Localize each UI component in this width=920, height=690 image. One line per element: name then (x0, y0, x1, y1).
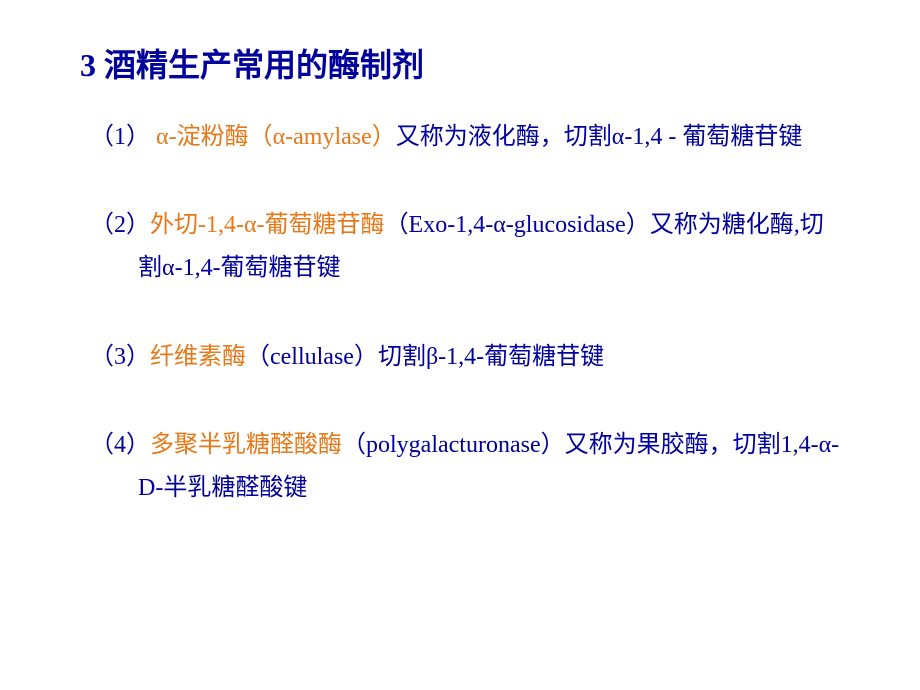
item-highlight: 纤维素酶 (150, 344, 246, 370)
list-item: （4）多聚半乳糖醛酸酶（polygalacturonase）又称为果胶酶，切割1… (90, 424, 840, 510)
item-highlight: 多聚半乳糖醛酸酶 (150, 432, 342, 458)
item-prefix: （4） (90, 432, 150, 458)
list-item: （1） α-淀粉酶（α-amylase）又称为液化酶，切割α-1,4 - 葡萄糖… (90, 116, 840, 159)
item-suffix: 又称为液化酶，切割α-1,4 - 葡萄糖苷键 (396, 124, 803, 150)
list-item: （2）外切-1,4-α-葡萄糖苷酶（Exo-1,4-α-glucosidase）… (90, 204, 840, 290)
item-highlight: α-淀粉酶（α-amylase） (156, 124, 396, 150)
list-item: （3）纤维素酶（cellulase）切割β-1,4-葡萄糖苷键 (90, 336, 840, 379)
item-prefix: （3） (90, 344, 150, 370)
item-prefix: （1） (90, 124, 156, 150)
slide-title: 3 酒精生产常用的酶制剂 (80, 40, 870, 86)
item-suffix: （cellulase）切割β-1,4-葡萄糖苷键 (246, 344, 604, 370)
item-highlight: 外切-1,4-α-葡萄糖苷酶 (150, 212, 385, 238)
item-prefix: （2） (90, 212, 150, 238)
